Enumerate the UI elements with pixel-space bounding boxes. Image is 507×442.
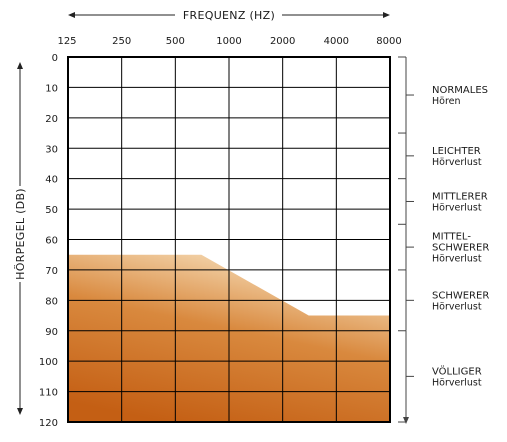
x-tick-label: 1000 (216, 36, 241, 47)
x-axis-title-group: FREQUENZ (HZ) (68, 9, 390, 22)
category-label: Hörverlust (432, 301, 482, 312)
y-tick-label: 60 (45, 236, 58, 247)
y-tick-label: 10 (45, 83, 58, 94)
plot-area (67, 56, 391, 423)
x-tick-label: 4000 (324, 36, 349, 47)
category-label: SCHWERER (432, 290, 489, 301)
category-label: Hörverlust (432, 254, 482, 265)
y-tick-label: 100 (39, 357, 58, 368)
y-tick-label: 30 (45, 144, 58, 155)
y-axis-title-group: HÖRPEGEL (DB) (14, 62, 27, 415)
y-tick-label: 110 (39, 388, 58, 399)
x-tick-label: 250 (112, 36, 131, 47)
category-label: MITTLERER (432, 191, 488, 202)
y-tick-label: 50 (45, 205, 58, 216)
x-axis-title: FREQUENZ (HZ) (183, 9, 275, 22)
y-tick-label: 40 (45, 175, 58, 186)
y-tick-label: 120 (39, 418, 58, 429)
category-label: Hörverlust (432, 377, 482, 388)
plot-border (67, 56, 391, 423)
category-label: Hörverlust (432, 202, 482, 213)
y-tick-label: 20 (45, 114, 58, 125)
x-tick-label: 500 (166, 36, 185, 47)
y-tick-labels: 0 10 20 30 40 50 60 70 80 90 100 110 120 (39, 53, 58, 429)
right-axis-arrow (403, 417, 409, 424)
y-tick-label: 0 (52, 53, 58, 64)
category-label: Hören (432, 96, 461, 107)
category-label: VÖLLIGER (432, 364, 482, 377)
category-label: LEICHTER (432, 146, 481, 157)
y-tick-label: 80 (45, 296, 58, 307)
category-label: NORMALES (432, 85, 488, 96)
category-label: Hörverlust (432, 157, 482, 168)
y-axis-title: HÖRPEGEL (DB) (14, 188, 27, 280)
y-tick-label: 70 (45, 266, 58, 277)
x-tick-labels: 125 250 500 1000 2000 4000 8000 (57, 36, 401, 47)
x-tick-label: 8000 (376, 36, 401, 47)
category-label: SCHWERER (432, 243, 489, 254)
category-label: MITTEL- (432, 232, 471, 243)
hearing-categories: NORMALESHörenLEICHTERHörverlustMITTLERER… (398, 56, 489, 424)
x-tick-label: 2000 (270, 36, 295, 47)
x-tick-label: 125 (57, 36, 76, 47)
y-tick-label: 90 (45, 327, 58, 338)
